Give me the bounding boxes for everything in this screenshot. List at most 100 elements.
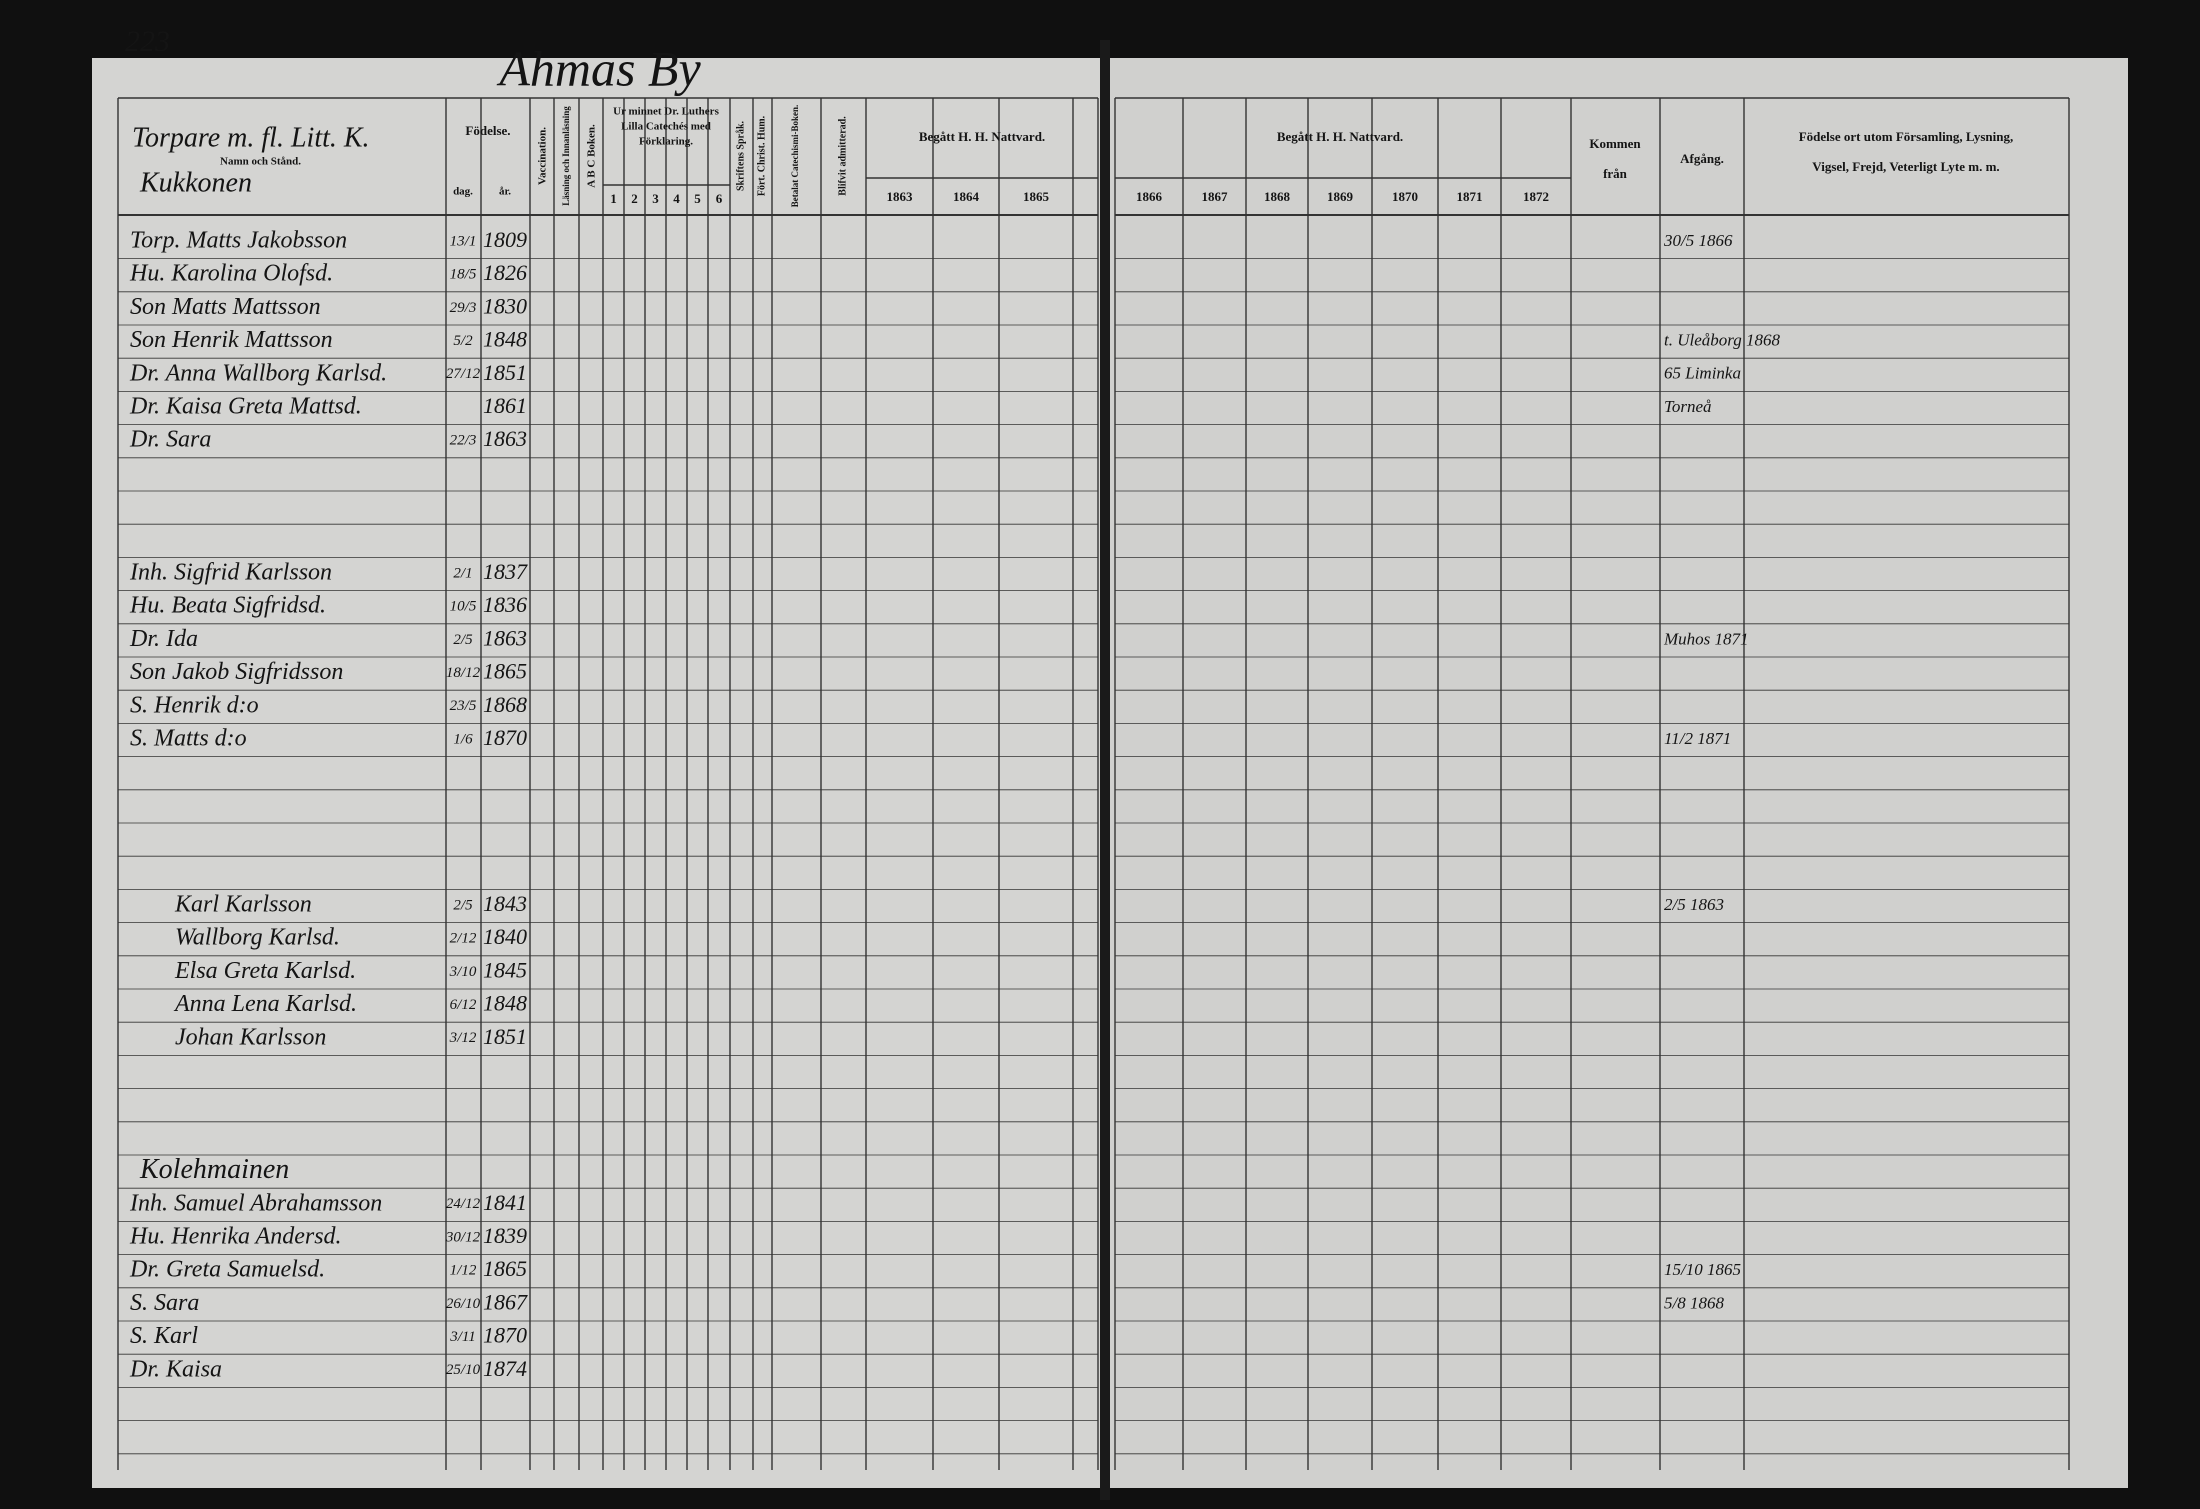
column-header: Begått H. H. Nattvard. <box>1277 129 1403 144</box>
birth-year: 1870 <box>483 1323 527 1348</box>
column-header: Vaccination. <box>537 127 549 185</box>
person-name: Dr. Anna Wallborg Karlsd. <box>129 360 387 386</box>
birth-day: 26/10 <box>446 1296 481 1312</box>
column-header: 1870 <box>1392 189 1418 204</box>
birth-year: 1809 <box>483 227 527 252</box>
birth-day: 24/12 <box>446 1196 481 1212</box>
birth-day: 2/5 <box>453 632 473 648</box>
person-name: Inh. Samuel Abrahamsson <box>129 1190 382 1216</box>
person-name: Anna Lena Karlsd. <box>173 991 357 1017</box>
column-header: dag. <box>453 186 473 198</box>
column-subtitle: Namn och Stånd. <box>220 156 301 168</box>
column-header: Begått H. H. Nattvard. <box>919 129 1045 144</box>
person-name: S. Henrik d:o <box>130 692 259 718</box>
column-header: år. <box>499 186 511 198</box>
birth-day: 13/1 <box>450 233 477 249</box>
column-header: 3 <box>652 191 659 206</box>
person-name: S. Matts d:o <box>130 726 247 752</box>
birth-year: 1865 <box>483 659 527 684</box>
person-name: Karl Karlsson <box>174 892 312 918</box>
birth-year: 1867 <box>483 1289 528 1314</box>
column-header: Betalat Catechismi-Boken. <box>790 105 800 208</box>
birth-year: 1840 <box>483 924 527 949</box>
column-header: Skriftens Språk. <box>735 120 746 191</box>
person-name: Elsa Greta Karlsd. <box>174 958 356 984</box>
person-name: Wallborg Karlsd. <box>175 925 340 951</box>
person-name: Hu. Henrika Andersd. <box>129 1224 342 1250</box>
birth-year: 1870 <box>483 725 527 750</box>
column-title: Torpare m. fl. Litt. K. <box>132 122 370 153</box>
column-header: Afgång. <box>1680 151 1724 166</box>
person-name: Johan Karlsson <box>175 1024 326 1050</box>
column-header: Förklaring. <box>639 136 693 148</box>
birth-year: 1839 <box>483 1223 527 1248</box>
birth-day: 1/12 <box>450 1263 477 1279</box>
column-header: Födelse. <box>465 123 510 138</box>
column-header: 1865 <box>1023 189 1050 204</box>
person-name: Hu. Beata Sigfridsd. <box>129 593 326 619</box>
ruled-grid <box>117 97 2070 1470</box>
column-header: 1866 <box>1136 189 1163 204</box>
birth-year: 1848 <box>483 991 527 1016</box>
village-title: Ahmas By <box>496 40 701 96</box>
household-name: Kukkonen <box>139 167 252 198</box>
birth-day: 10/5 <box>450 599 477 615</box>
birth-day: 18/12 <box>446 665 481 681</box>
birth-year: 1830 <box>483 293 527 318</box>
column-header: 6 <box>716 191 723 206</box>
birth-year: 1851 <box>483 360 527 385</box>
column-header: 1868 <box>1264 189 1291 204</box>
column-header: Lilla Catechés med <box>621 121 711 133</box>
column-header: Födelse ort utom Församling, Lysning, <box>1799 129 2014 144</box>
birth-year: 1837 <box>483 559 528 584</box>
person-name: Son Matts Mattsson <box>130 294 321 320</box>
column-header: 1872 <box>1523 189 1549 204</box>
person-name: Dr. Ida <box>129 626 198 652</box>
birth-day: 6/12 <box>450 997 477 1013</box>
column-header: Läsning och Innanläsning <box>561 106 571 206</box>
household-name: Kolehmainen <box>139 1154 289 1185</box>
column-header: 4 <box>673 191 680 206</box>
person-name: S. Sara <box>130 1290 199 1316</box>
column-header: 1863 <box>887 189 914 204</box>
person-name: Dr. Kaisa <box>129 1356 222 1382</box>
birth-year: 1841 <box>483 1190 527 1215</box>
column-header: 1869 <box>1327 189 1354 204</box>
birth-day: 3/11 <box>449 1329 476 1345</box>
birth-year: 1845 <box>483 957 527 982</box>
birth-year: 1874 <box>483 1356 527 1381</box>
column-header: Fört. Christ. Hum. <box>756 115 767 196</box>
right-page <box>1108 58 2128 1488</box>
birth-year: 1843 <box>483 891 527 916</box>
birth-day: 29/3 <box>450 300 477 316</box>
person-name: S. Karl <box>130 1323 198 1349</box>
departure: t. Uleåborg 1868 <box>1664 331 1781 350</box>
birth-day: 27/12 <box>446 366 481 382</box>
column-header: A B C Boken. <box>586 124 598 188</box>
birth-day: 22/3 <box>450 433 477 449</box>
person-name: Son Henrik Mattsson <box>130 327 333 353</box>
column-header: Vigsel, Frejd, Veterligt Lyte m. m. <box>1812 159 1999 174</box>
birth-year: 1868 <box>483 692 527 717</box>
birth-day: 2/12 <box>450 931 477 947</box>
column-header: 1 <box>610 191 617 206</box>
column-header: 2 <box>631 191 638 206</box>
birth-day: 25/10 <box>446 1362 481 1378</box>
departure: 5/8 1868 <box>1664 1293 1724 1312</box>
person-name: Dr. Greta Samuelsd. <box>129 1257 325 1283</box>
binding-fold <box>1100 40 1110 1500</box>
birth-day: 30/12 <box>445 1229 481 1245</box>
person-name: Hu. Karolina Olofsd. <box>129 261 333 287</box>
person-name: Son Jakob Sigfridsson <box>130 659 343 685</box>
departure: 11/2 1871 <box>1664 729 1731 748</box>
person-name: Dr. Sara <box>129 427 211 453</box>
departure: 2/5 1863 <box>1664 895 1724 914</box>
column-header: Blifvit admitterad. <box>837 116 848 196</box>
column-header: Kommen <box>1589 136 1641 151</box>
column-header: Ur minnet Dr. Luthers <box>613 106 719 118</box>
birth-year: 1863 <box>483 426 527 451</box>
column-header: 1867 <box>1202 189 1229 204</box>
departure: 65 Liminka <box>1664 364 1741 383</box>
